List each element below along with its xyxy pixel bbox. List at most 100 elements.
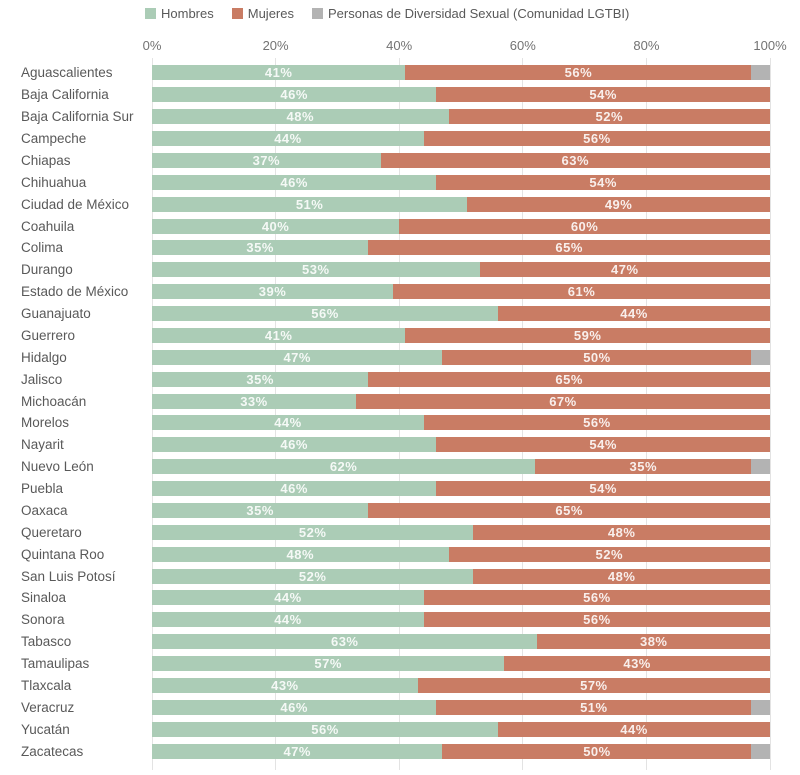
chart-row: Zacatecas 47% 50% [0,740,770,762]
segment-mujeres: 43% [504,656,770,672]
bar-track: 44% 56% [152,131,770,147]
value-label: 56% [583,131,611,147]
rows: Aguascalientes 41% 56% Baja California 46% 54… [0,62,770,762]
category-label: Nuevo León [21,459,94,475]
bar-track: 37% 63% [152,152,770,168]
value-label: 56% [311,306,339,322]
category-label: Guanajuato [21,306,91,322]
x-axis: 0% 20% 40% 60% 80% 100% [143,38,787,54]
segment-mujeres: 63% [380,152,770,168]
bar-track: 48% 52% [152,109,770,125]
segment-mujeres: 44% [498,306,770,322]
chart-row: Oaxaca 35% 65% [0,500,770,522]
segment-hombres: 44% [152,131,424,147]
value-label: 61% [567,284,596,300]
bar-track: 47% 50% [152,743,770,759]
segment-mujeres: 50% [442,743,752,759]
value-label: 47% [610,262,639,278]
segment-mujeres: 59% [405,327,770,343]
chart-row: Tlaxcala 43% 57% [0,675,770,697]
segment-hombres: 46% [152,699,437,715]
bar-track: 44% 56% [152,612,770,628]
value-label: 50% [583,349,611,365]
segment-hombres: 44% [152,612,424,628]
segment-mujeres: 38% [537,634,770,650]
category-label: San Luis Potosí [21,568,116,584]
bar-track: 63% 38% [152,634,770,650]
bar-track: 51% 49% [152,196,770,212]
gridline [151,58,153,770]
hombres-swatch-icon [145,8,156,19]
segment-mujeres: 65% [368,502,770,518]
chart-row: Tamaulipas 57% 43% [0,653,770,675]
segment-hombres: 46% [152,481,437,497]
chart-row: Sonora 44% 56% [0,609,770,631]
category-label: Chiapas [21,152,71,168]
legend-label-mujeres: Mujeres [247,6,294,21]
value-label: 44% [274,612,302,628]
value-label: 35% [246,502,274,518]
segment-hombres: 57% [152,656,505,672]
segment-hombres: 52% [152,524,474,540]
bar-track: 40% 60% [152,218,770,234]
value-label: 67% [549,393,577,409]
value-label: 43% [271,677,299,693]
value-label: 65% [555,240,583,256]
chart-row: Coahuila 40% 60% [0,215,770,237]
value-label: 46% [280,87,308,103]
chart-row: Colima 35% 65% [0,237,770,259]
value-label: 51% [295,196,324,212]
value-label: 38% [639,634,668,650]
value-label: 56% [564,65,593,81]
chart-row: Aguascalientes 41% 56% [0,62,770,84]
value-label: 56% [583,612,611,628]
category-label: Veracruz [21,699,75,715]
category-label: Nayarit [21,437,64,453]
value-label: 44% [274,415,302,431]
gridlines [151,58,771,770]
segment-hombres: 41% [152,327,406,343]
category-label: Tabasco [21,634,72,650]
segment-mujeres: 61% [393,284,770,300]
value-label: 44% [274,590,302,606]
segment-hombres: 46% [152,174,437,190]
value-label: 48% [286,546,315,562]
value-label: 46% [280,699,308,715]
segment-hombres: 56% [152,721,499,737]
gridline [645,58,647,770]
segment-mujeres: 56% [405,65,752,81]
bar-track: 48% 52% [152,546,770,562]
chart-row: Tabasco 63% 38% [0,631,770,653]
value-label: 46% [280,481,308,497]
segment-hombres: 35% [152,502,369,518]
mujeres-swatch-icon [231,8,243,19]
gridline [769,58,771,770]
bar-track: 46% 51% [152,699,770,715]
segment-mujeres: 52% [448,109,770,125]
bar-track: 56% 44% [152,721,770,737]
category-label: Sonora [21,612,65,628]
axis-tick-label: 80% [633,38,660,53]
legend-item-lgtbi: Personas de Diversidad Sexual (Comunidad… [312,6,629,21]
value-label: 51% [580,699,608,715]
segment-mujeres: 48% [473,524,770,540]
bar-track: 44% 56% [152,590,770,606]
bar-track: 47% 50% [152,349,770,365]
segment-hombres: 39% [152,284,394,300]
segment-hombres: 56% [152,306,499,322]
value-label: 57% [580,677,608,693]
category-label: Yucatán [21,721,70,737]
lgtbi-swatch-icon [312,8,323,19]
category-label: Tamaulipas [21,656,90,672]
category-label: Queretaro [21,524,82,540]
chart-row: Puebla 46% 54% [0,478,770,500]
chart-row: Chiapas 37% 63% [0,150,770,172]
segment-hombres: 63% [152,634,538,650]
bar-track: 56% 44% [152,306,770,322]
segment-lgtbi [751,349,770,365]
segment-mujeres: 51% [436,699,752,715]
segment-mujeres: 49% [467,196,770,212]
segment-hombres: 53% [152,262,480,278]
category-label: Michoacán [21,393,87,409]
